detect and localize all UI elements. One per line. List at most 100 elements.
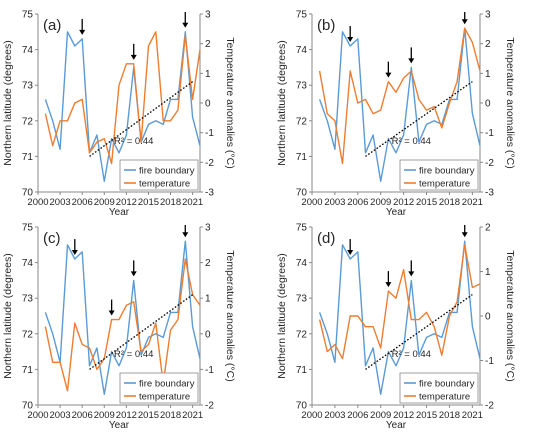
legend-label-temperature: temperature xyxy=(139,179,190,190)
panel-label: (b) xyxy=(317,17,335,34)
y-right-tick-label: 0 xyxy=(485,99,491,110)
x-tick-label: 2000 xyxy=(27,197,48,208)
legend-label-fire-boundary: fire boundary xyxy=(419,166,475,177)
marker-arrow-head xyxy=(461,19,468,25)
x-tick-label: 2015 xyxy=(138,410,159,421)
legend-box xyxy=(119,372,199,404)
y-left-tick-label: 74 xyxy=(22,258,34,269)
series-line-temperature xyxy=(318,244,481,360)
x-tick-label: 2003 xyxy=(324,197,345,208)
y-left-tick-label: 70 xyxy=(22,401,34,412)
x-tick-label: 2018 xyxy=(160,197,181,208)
y-right-tick-label: -1 xyxy=(485,128,494,139)
legend-box xyxy=(399,372,479,404)
y-left-tick-label: 75 xyxy=(296,223,308,234)
y-left-tick-label: 74 xyxy=(22,45,34,56)
x-tick-label: 2000 xyxy=(301,197,322,208)
y-right-axis-title: Temperature anomalies (°C) xyxy=(504,250,516,381)
y-left-tick-label: 70 xyxy=(22,188,34,199)
x-tick-label: 2021 xyxy=(462,410,483,421)
x-tick-label: 2006 xyxy=(347,410,368,421)
y-right-tick-label: -1 xyxy=(205,128,214,139)
y-left-tick-label: 72 xyxy=(22,116,34,127)
y-right-tick-label: -1 xyxy=(205,365,214,376)
y-right-tick-label: -2 xyxy=(205,401,214,412)
y-right-tick-label: 2 xyxy=(205,39,211,50)
y-right-tick-label: 0 xyxy=(485,312,491,323)
x-tick-label: 2009 xyxy=(94,197,115,208)
y-left-tick-label: 70 xyxy=(296,188,308,199)
y-right-tick-label: -3 xyxy=(205,188,214,199)
x-axis-title: Year xyxy=(386,420,407,431)
marker-arrow-head xyxy=(130,54,137,60)
x-tick-label: 2021 xyxy=(182,197,203,208)
panel-label: (d) xyxy=(317,230,335,247)
y-left-tick-label: 72 xyxy=(22,329,34,340)
x-axis-title: Year xyxy=(386,207,407,218)
x-tick-label: 2015 xyxy=(416,197,437,208)
y-left-tick-label: 75 xyxy=(22,10,34,21)
x-tick-label: 2012 xyxy=(116,197,137,208)
y-left-tick-label: 71 xyxy=(296,365,308,376)
y-right-tick-label: 3 xyxy=(485,10,491,21)
series-line-fire-boundary xyxy=(44,31,201,183)
y-right-tick-label: 1 xyxy=(205,69,211,80)
x-tick-label: 2012 xyxy=(393,197,414,208)
x-tick-label: 2021 xyxy=(462,197,483,208)
y-right-tick-label: 3 xyxy=(205,10,211,21)
marker-arrow-head xyxy=(130,271,137,277)
marker-arrow-head xyxy=(347,250,354,256)
marker-arrow-head xyxy=(385,72,392,78)
x-tick-label: 2012 xyxy=(116,410,137,421)
y-right-tick-label: 1 xyxy=(205,294,211,305)
y-right-axis-title: Temperature anomalies (°C) xyxy=(224,250,236,381)
y-left-tick-label: 74 xyxy=(296,45,308,56)
trend-line xyxy=(89,294,194,370)
x-tick-label: 2009 xyxy=(94,410,115,421)
marker-arrow-head xyxy=(71,250,78,256)
y-right-tick-label: 2 xyxy=(485,223,491,234)
legend-box xyxy=(119,159,199,191)
x-tick-label: 2009 xyxy=(370,410,391,421)
y-right-tick-label: -1 xyxy=(485,356,494,367)
panel-label: (c) xyxy=(43,230,61,247)
y-left-tick-label: 72 xyxy=(296,329,308,340)
r-squared-annotation: R² = 0.44 xyxy=(392,136,431,147)
marker-arrow-head xyxy=(347,37,354,43)
series-line-fire-boundary xyxy=(318,240,481,395)
legend-label-temperature: temperature xyxy=(419,179,470,190)
marker-arrow-head xyxy=(182,22,189,28)
legend-label-temperature: temperature xyxy=(419,392,470,403)
y-left-tick-label: 71 xyxy=(22,365,34,376)
r-squared-annotation: R² = 0.44 xyxy=(392,349,431,360)
y-left-axis-title: Northern latitude (degrees) xyxy=(276,253,288,378)
series-line-temperature xyxy=(44,31,201,165)
y-right-tick-label: -2 xyxy=(485,158,494,169)
x-tick-label: 2021 xyxy=(182,410,203,421)
r-squared-annotation: R² = 0.44 xyxy=(114,349,153,360)
x-tick-label: 2003 xyxy=(50,197,71,208)
legend-label-fire-boundary: fire boundary xyxy=(139,379,195,390)
x-tick-label: 2000 xyxy=(301,410,322,421)
x-tick-label: 2006 xyxy=(347,197,368,208)
y-left-tick-label: 71 xyxy=(22,152,34,163)
y-left-tick-label: 73 xyxy=(22,294,34,305)
y-right-tick-label: -2 xyxy=(205,158,214,169)
panel-label: (a) xyxy=(43,17,61,34)
y-right-tick-label: -3 xyxy=(485,188,494,199)
x-tick-label: 2015 xyxy=(416,410,437,421)
series-line-temperature xyxy=(44,258,201,392)
trend-line xyxy=(365,294,473,370)
y-right-tick-label: 1 xyxy=(485,69,491,80)
x-tick-label: 2000 xyxy=(27,410,48,421)
marker-arrow-head xyxy=(79,29,86,35)
marker-arrow-head xyxy=(385,282,392,288)
y-left-axis-title: Northern latitude (degrees) xyxy=(276,40,288,165)
y-left-axis-title: Northern latitude (degrees) xyxy=(2,253,14,378)
marker-arrow-head xyxy=(182,232,189,238)
y-right-tick-label: 2 xyxy=(485,39,491,50)
trend-line xyxy=(365,81,473,157)
